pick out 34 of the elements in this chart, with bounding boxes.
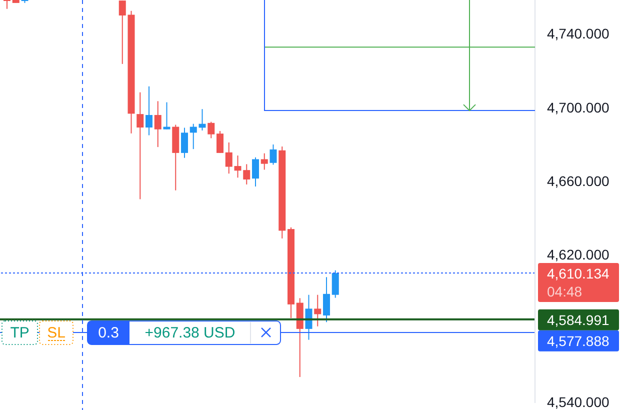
annotation: 0.3 <box>98 324 119 342</box>
candlestick <box>136 92 144 200</box>
candlestick <box>225 142 232 174</box>
y-tick-label: 4,740.000 <box>547 26 610 42</box>
candlestick <box>323 276 330 323</box>
y-tick-label: 4,700.000 <box>547 99 610 116</box>
y-tick-label: 4,540.000 <box>547 394 610 410</box>
candlestick <box>314 294 322 327</box>
sl-button: SL <box>39 320 74 345</box>
candlestick <box>208 121 215 139</box>
text: 04:48 <box>547 283 582 300</box>
candlestick <box>270 144 277 166</box>
candlestick <box>118 0 126 64</box>
candlestick <box>190 123 197 150</box>
candlestick <box>305 294 312 340</box>
candlestick <box>332 270 339 298</box>
y-tick-label: 4,620.000 <box>547 246 610 263</box>
annotation: TP <box>10 324 30 342</box>
y-tick-label: 4,660.000 <box>547 173 610 190</box>
candlestick <box>181 127 188 158</box>
candlestick <box>154 100 162 148</box>
candlestick <box>146 86 152 136</box>
ref-line-label: 4,584.991 <box>547 312 610 328</box>
candlestick <box>260 152 268 170</box>
ref-line-label: 4,577.888 <box>547 332 610 349</box>
tp-button: TP <box>2 320 38 345</box>
candlestick <box>252 156 259 187</box>
candlestick <box>4 0 10 10</box>
candlestick <box>198 108 206 131</box>
annotation: SL <box>47 324 66 342</box>
candlestick <box>163 102 170 130</box>
candlestick <box>216 130 224 154</box>
ref-line-label: 4,610.134 <box>547 265 610 282</box>
annotation: +967.38 USD <box>144 324 236 342</box>
